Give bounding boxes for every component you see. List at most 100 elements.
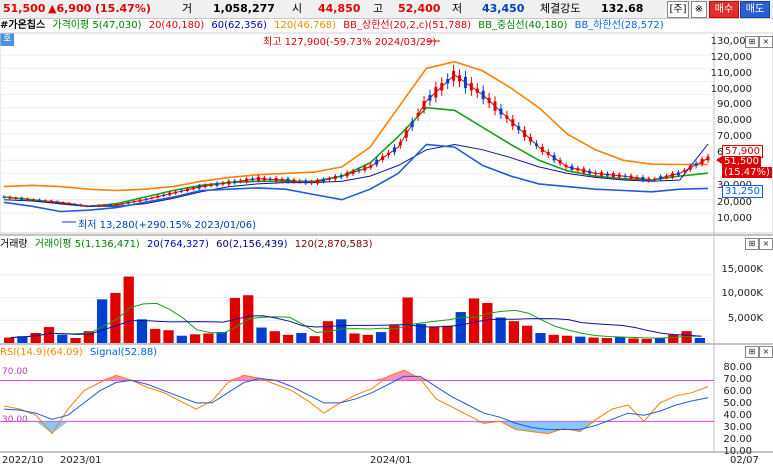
legend-vol-ma60[interactable]: 60(2,156,439): [216, 239, 288, 250]
legend-signal[interactable]: Signal(52.88): [89, 347, 158, 358]
candle-body: [369, 165, 373, 168]
price-series-BB_하한선: [3, 143, 709, 213]
candle-body: [647, 178, 651, 181]
volume-bar: [70, 337, 81, 343]
quote-bar: 51,500 ▲6,900 (15.47%) 거 1,058,277 시 44,…: [0, 0, 773, 19]
candle-body: [8, 196, 12, 199]
candle-body: [191, 187, 195, 190]
panel-volume-close-button[interactable]: ×: [759, 238, 773, 250]
rsi-overbought-fill: [228, 375, 244, 381]
candle-body: [422, 101, 426, 110]
candle-body: [676, 172, 680, 176]
legend-bb-lower[interactable]: BB_하한선(28,572): [574, 20, 664, 31]
legend-ma20[interactable]: 20(40,180): [148, 20, 205, 31]
legend-bb-mid[interactable]: BB_중심선(40,180): [478, 20, 568, 31]
candle-body: [458, 75, 462, 82]
rsi-tick: 30.00: [723, 422, 752, 433]
price-change: ▲6,900: [48, 2, 92, 15]
sell-button[interactable]: 매도: [740, 1, 770, 18]
unit-button[interactable]: [주]: [667, 1, 689, 18]
rsi-tick: 40.00: [723, 410, 752, 421]
candle-body: [209, 184, 213, 186]
volume-bar: [561, 335, 573, 343]
legend-vol-ma120[interactable]: 120(2,870,583): [294, 239, 373, 250]
candle-body: [55, 201, 59, 203]
volume-bar: [575, 336, 586, 343]
candle-body: [665, 175, 669, 178]
candle-body: [73, 203, 77, 205]
rsi-legend: RSI(14.9)(64.09) Signal(52.88): [0, 346, 161, 360]
strength-label: 체결강도: [540, 2, 581, 15]
candle-body: [463, 76, 467, 89]
volume-bar: [548, 334, 559, 343]
legend-rsi[interactable]: RSI(14.9)(64.09): [0, 347, 83, 358]
candle-body: [629, 175, 633, 179]
candle-body: [375, 159, 379, 165]
panel-volume-menu-button[interactable]: ⊞: [745, 238, 759, 250]
legend-ma60[interactable]: 60(62,356): [211, 20, 267, 31]
candle-body: [245, 178, 249, 182]
candle-body: [333, 176, 337, 180]
candle-body: [103, 205, 107, 207]
price-series-60: [3, 143, 709, 207]
price-change-pct: (15.47%): [95, 2, 151, 15]
panel-rsi-close-button[interactable]: ×: [759, 346, 773, 358]
candle-body: [120, 203, 124, 205]
volume-bar: [176, 335, 187, 343]
x-label: 2023/01: [60, 455, 102, 466]
rsi-oversold-fill: [580, 421, 596, 432]
legend-ma5[interactable]: 가격이평 5(47,030): [52, 20, 142, 31]
legend-vol-ma5[interactable]: 거래이평 5(1,136,471): [34, 239, 140, 250]
candle-body: [321, 179, 325, 182]
volume-bar: [83, 331, 94, 343]
volume-bar: [694, 337, 705, 343]
high-label: 고: [373, 2, 384, 15]
candle-body: [345, 172, 349, 177]
candle-body: [540, 146, 544, 152]
buy-button[interactable]: 매수: [709, 1, 739, 18]
candle-body: [132, 201, 136, 203]
candle-body: [635, 176, 639, 179]
candle-body: [233, 180, 237, 184]
star-button[interactable]: ※: [691, 1, 707, 18]
volume-bar: [136, 319, 148, 343]
current-price-box: 51,500: [722, 156, 761, 167]
rsi-tick: 70.00: [723, 374, 752, 385]
volume-bar: [336, 319, 347, 343]
candle-body: [469, 82, 473, 91]
volume-bar: [442, 325, 453, 343]
stock-tag[interactable]: 호: [0, 33, 15, 46]
panel-price-close-button[interactable]: ×: [759, 36, 773, 48]
price-tick: 70,000: [717, 131, 752, 142]
candle-body: [274, 178, 278, 182]
volume-bar: [668, 334, 679, 343]
rsi-oversold-fill: [36, 421, 52, 434]
rsi-series-Signal: [3, 375, 709, 430]
high-value: 52,400: [398, 2, 441, 15]
volume-ma5-line: [10, 302, 702, 339]
rsi-tick: 80.00: [723, 362, 752, 373]
open-value: 44,850: [318, 2, 361, 15]
volume-bar: [4, 337, 15, 343]
volume-bar: [681, 331, 692, 343]
rsi-series-RSI: [3, 369, 709, 435]
open-label: 시: [292, 2, 303, 15]
legend-bb-upper[interactable]: BB_상한선(20,2,c)(51,788): [343, 20, 472, 31]
legend-ma120[interactable]: 120(46,768): [274, 20, 337, 31]
candle-body: [517, 126, 521, 131]
candle-body: [174, 191, 178, 194]
volume-bar: [216, 332, 227, 343]
candle-body: [292, 179, 296, 182]
candle-body: [706, 156, 710, 161]
candle-body: [700, 158, 704, 165]
candle-body: [20, 197, 24, 200]
legend-vol-ma20[interactable]: 20(764,327): [147, 239, 209, 250]
panel-rsi-menu-button[interactable]: ⊞: [745, 346, 759, 358]
candle-body: [605, 173, 609, 176]
candle-body: [108, 204, 112, 207]
panel-price-menu-button[interactable]: ⊞: [745, 36, 759, 48]
volume-bar: [455, 312, 466, 343]
legend-stock-name: #가온칩스: [0, 20, 46, 31]
candle-body: [14, 197, 18, 199]
rsi-tick: 50.00: [723, 398, 752, 409]
